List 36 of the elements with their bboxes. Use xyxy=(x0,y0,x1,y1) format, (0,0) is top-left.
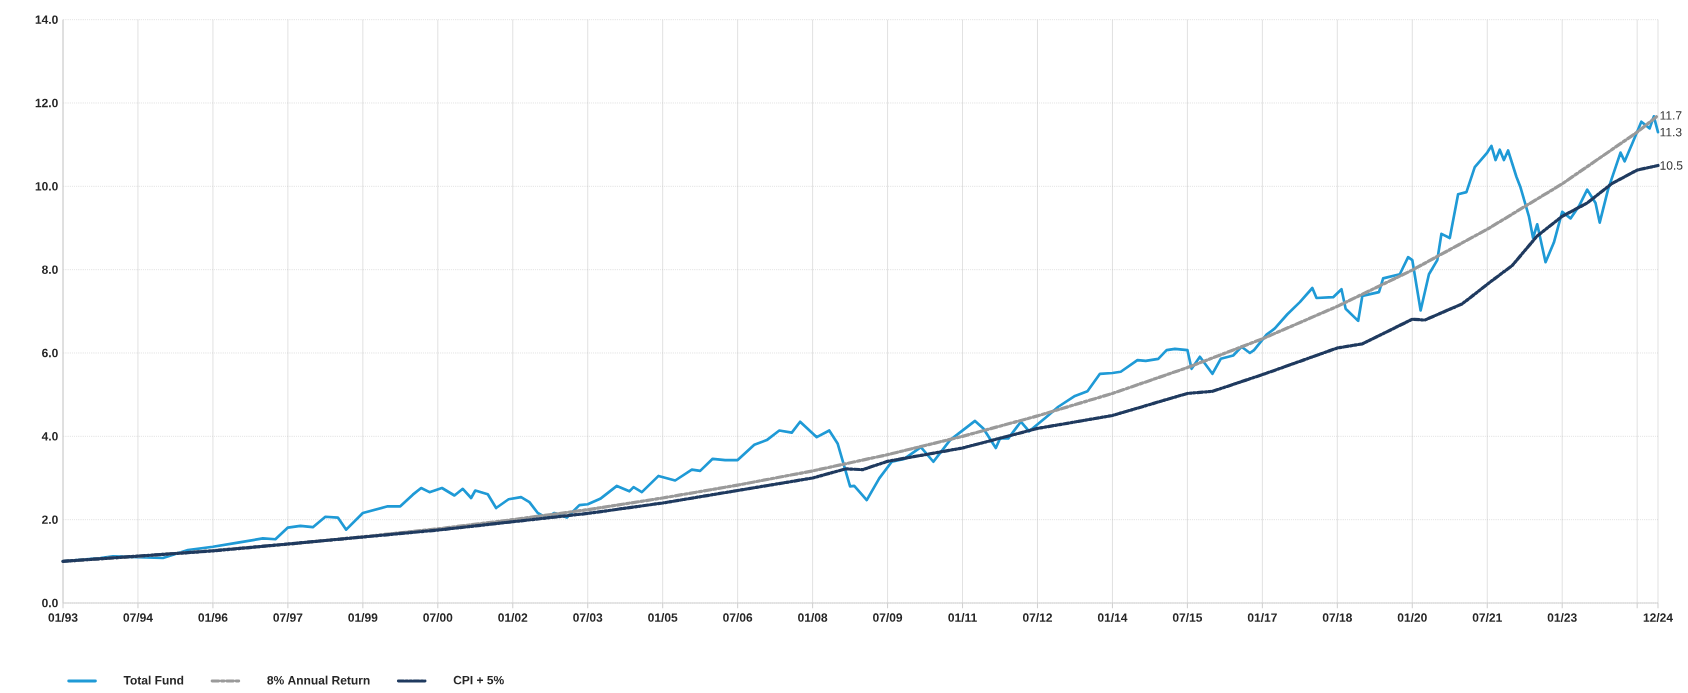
x-tick-label: 01/23 xyxy=(1547,613,1577,622)
x-tick-label: 07/03 xyxy=(573,613,603,622)
x-tick-label: 07/00 xyxy=(423,613,453,622)
y-tick-label: 12.0 xyxy=(35,98,58,108)
legend-label: CPI + 5% xyxy=(453,675,504,685)
annotation: 10.5 xyxy=(1660,161,1683,170)
x-tick-label: 07/97 xyxy=(273,613,303,622)
x-tick-label: 01/02 xyxy=(498,613,528,622)
y-tick-label: 14.0 xyxy=(35,15,58,24)
y-tick-label: 8.0 xyxy=(41,265,58,274)
x-tick-label: 07/21 xyxy=(1472,613,1502,622)
y-tick-label: 4.0 xyxy=(41,432,58,441)
x-tick-label: 07/06 xyxy=(723,613,753,622)
x-tick-label: 01/11 xyxy=(948,613,977,622)
y-tick-label: 6.0 xyxy=(42,348,58,358)
x-tick-label: 01/08 xyxy=(798,613,828,622)
annotation: 11.3 xyxy=(1660,127,1682,137)
annotation: 11.7 xyxy=(1660,111,1682,120)
y-tick-label: 0.0 xyxy=(42,598,58,608)
y-tick-label: 10.0 xyxy=(35,182,58,191)
x-tick-label: 01/05 xyxy=(648,613,678,622)
x-tick-label: 01/17 xyxy=(1247,613,1277,622)
x-tick-label: 07/09 xyxy=(873,613,903,622)
x-tick-label: 01/93 xyxy=(48,613,78,622)
legend-label: 8% Annual Return xyxy=(267,675,370,685)
legend-label: Total Fund xyxy=(123,675,184,685)
x-tick-label: 01/99 xyxy=(348,613,378,622)
x-tick-label: 01/20 xyxy=(1397,613,1427,622)
x-tick-label: 07/12 xyxy=(1022,613,1053,622)
x-tick-label: 01/96 xyxy=(198,613,228,622)
x-tick-label: 07/18 xyxy=(1322,613,1352,622)
x-tick-label: 12/24 xyxy=(1643,613,1673,622)
x-tick-label: 07/94 xyxy=(123,613,153,622)
y-tick-label: 2.0 xyxy=(42,515,58,524)
x-tick-label: 01/14 xyxy=(1097,613,1128,622)
x-tick-label: 07/15 xyxy=(1172,613,1203,622)
